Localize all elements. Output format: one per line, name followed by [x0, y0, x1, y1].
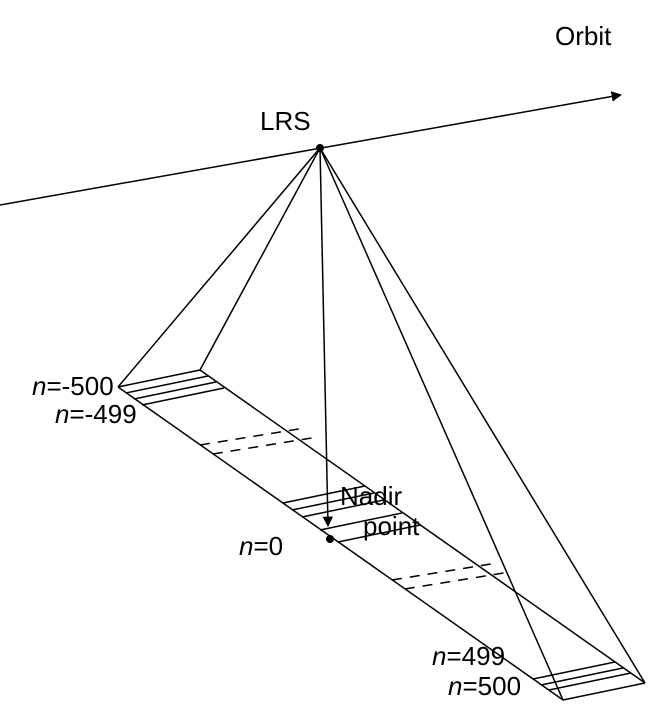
- view-rays: [118, 148, 645, 700]
- lrs-point: [316, 144, 324, 152]
- nadir-label-line2: point: [363, 511, 420, 541]
- orbit-label: Orbit: [555, 21, 612, 51]
- nadir-arrow: [320, 148, 328, 525]
- n-minus-500-label: n=-500: [32, 371, 114, 401]
- nadir-point: [326, 535, 334, 543]
- n-499-label: n=499: [432, 641, 505, 671]
- n-zero-label: n=0: [239, 531, 283, 561]
- n-500-label: n=500: [448, 671, 521, 701]
- nadir-label-line1: Nadir: [340, 481, 402, 511]
- lrs-label: LRS: [260, 106, 311, 136]
- n-minus-499-label: n=-499: [55, 399, 137, 429]
